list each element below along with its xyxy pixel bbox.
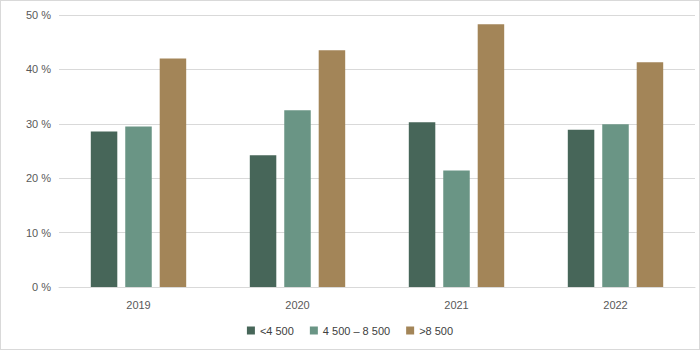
svg-text:>8 500: >8 500 [419, 325, 453, 337]
svg-text:2021: 2021 [444, 299, 468, 311]
svg-text:0 %: 0 % [32, 281, 51, 293]
svg-text:2022: 2022 [603, 299, 627, 311]
svg-text:2019: 2019 [126, 299, 150, 311]
svg-text:50 %: 50 % [26, 9, 51, 21]
svg-text:40 %: 40 % [26, 63, 51, 75]
svg-text:30 %: 30 % [26, 118, 51, 130]
svg-text:10 %: 10 % [26, 227, 51, 239]
svg-text:2020: 2020 [285, 299, 309, 311]
svg-text:20 %: 20 % [26, 172, 51, 184]
svg-text:<4 500: <4 500 [260, 325, 294, 337]
svg-text:4 500 – 8 500: 4 500 – 8 500 [323, 325, 390, 337]
